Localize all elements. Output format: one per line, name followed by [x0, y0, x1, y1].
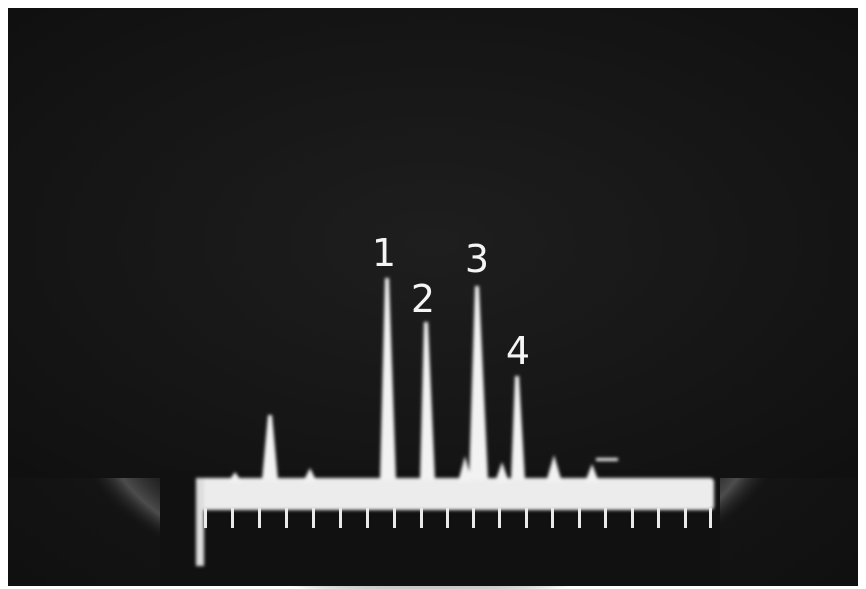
peak-label: 3 [465, 237, 489, 281]
photo: 1 2 3 4 [0, 0, 866, 589]
peak-label: 2 [411, 277, 435, 321]
screen-upper [8, 8, 858, 478]
page: 1 2 3 4 (() => { const data = JSON.parse… [0, 0, 866, 589]
peak-label: 4 [506, 329, 530, 373]
peak-label: 1 [372, 231, 396, 275]
